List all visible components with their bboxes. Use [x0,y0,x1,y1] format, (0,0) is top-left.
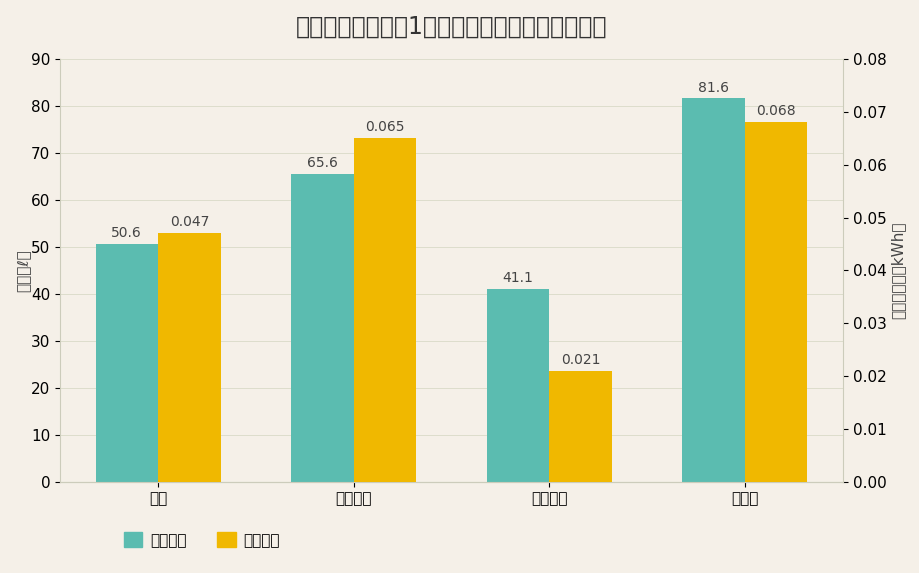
Bar [681,99,743,482]
Bar [158,233,221,482]
Title: 各種コースの洗濯1回あたりの水量と消費電力量: 各種コースの洗濯1回あたりの水量と消費電力量 [295,15,607,39]
Text: 65.6: 65.6 [307,156,337,170]
Text: 0.068: 0.068 [755,104,795,118]
Text: 0.021: 0.021 [560,352,599,367]
Bar [486,289,549,482]
Legend: 水道料金, 電気料金: 水道料金, 電気料金 [118,525,286,554]
Text: 81.6: 81.6 [698,81,728,95]
Text: 41.1: 41.1 [502,271,533,285]
Y-axis label: 水量（ℓ）: 水量（ℓ） [15,249,30,292]
Bar [353,138,415,482]
Text: 0.065: 0.065 [365,120,404,134]
Bar [743,123,806,482]
Y-axis label: 消費電力量（kWh）: 消費電力量（kWh） [889,222,904,319]
Text: 0.047: 0.047 [169,215,209,229]
Text: 50.6: 50.6 [111,226,142,240]
Bar [96,244,158,482]
Bar [549,371,611,482]
Bar [290,174,353,482]
